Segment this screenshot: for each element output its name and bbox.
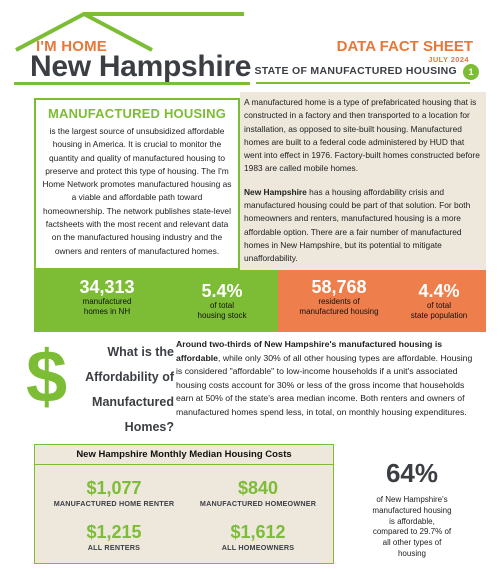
definition-panel: A manufactured home is a type of prefabr…: [240, 92, 486, 270]
affordability-body: , while only 30% of all other housing ty…: [176, 352, 473, 417]
intro-heading: MANUFACTURED HOUSING: [47, 106, 227, 121]
intro-panel: MANUFACTURED HOUSING is the largest sour…: [34, 98, 240, 270]
callout-line: is affordable,: [389, 516, 435, 526]
cost-amount: $840: [237, 478, 279, 498]
crisis-state-name: New Hampshire: [244, 186, 307, 197]
cost-mh-renter: $1,077 MANUFACTURED HOME RENTER: [39, 479, 189, 508]
header: I'M HOME New Hampshire DATA FACT SHEET J…: [0, 0, 501, 90]
cost-mh-homeowner: $840 MANUFACTURED HOMEOWNER: [185, 479, 331, 508]
callout-line: all other types of: [382, 538, 442, 548]
stat-population-share: 4.4% of total state population: [394, 282, 484, 321]
affordability-callout: 64% of New Hampshire's manufactured hous…: [338, 444, 486, 564]
info-section: A manufactured home is a type of prefabr…: [14, 92, 486, 270]
brand-underline: [14, 82, 250, 85]
question-line: What is the: [107, 345, 174, 359]
stat-label: homes in NH: [83, 306, 131, 316]
cost-amount: $1,612: [230, 522, 286, 542]
cost-label: ALL HOMEOWNERS: [221, 543, 295, 552]
cost-label: MANUFACTURED HOMEOWNER: [199, 499, 317, 508]
callout-line: housing: [397, 548, 427, 558]
stat-value: 5.4%: [201, 281, 243, 301]
callout-percent: 64%: [385, 458, 439, 488]
affordability-text: Around two-thirds of New Hampshire's man…: [176, 338, 476, 419]
stats-band: 34,313 manufactured homes in NH 5.4% of …: [14, 270, 486, 332]
stats-orange-panel: 58,768 residents of manufactured housing…: [278, 270, 486, 332]
fact-sheet-subtitle: STATE OF MANUFACTURED HOUSING: [254, 65, 457, 77]
stat-manufactured-homes: 34,313 manufactured homes in NH: [52, 278, 162, 317]
stat-label: manufactured housing: [299, 306, 379, 316]
stats-green-panel: 34,313 manufactured homes in NH 5.4% of …: [34, 270, 278, 332]
stat-residents: 58,768 residents of manufactured housing: [284, 278, 394, 317]
housing-costs-box: New Hampshire Monthly Median Housing Cos…: [34, 444, 334, 564]
cost-all-homeowners: $1,612 ALL HOMEOWNERS: [185, 523, 331, 552]
dollar-sign-icon: $: [26, 335, 68, 418]
stat-value: 34,313: [79, 277, 135, 297]
house-roof-logo-icon: [15, 11, 244, 52]
definition-paragraph: A manufactured home is a type of prefabr…: [244, 97, 480, 174]
crisis-paragraph: New Hampshire has a housing affordabilit…: [244, 186, 480, 266]
header-rule: [256, 82, 470, 84]
affordability-lead: Around two-thirds of New Hampshire's man…: [176, 339, 443, 363]
question-line: Affordability of: [85, 370, 174, 384]
fact-sheet-date: JULY 2024: [428, 55, 469, 64]
page-number-badge: 1: [463, 64, 479, 80]
stat-label: of total: [209, 300, 234, 310]
stat-label: housing stock: [197, 310, 247, 320]
cost-label: MANUFACTURED HOME RENTER: [53, 499, 175, 508]
brand-state-name: New Hampshire: [30, 50, 252, 83]
cost-amount: $1,215: [86, 522, 142, 542]
cost-label: ALL RENTERS: [87, 543, 141, 552]
callout-text: of New Hampshire's manufactured housing …: [338, 495, 486, 560]
cost-amount: $1,077: [86, 478, 142, 498]
crisis-text: has a housing affordability crisis and m…: [244, 186, 471, 264]
fact-sheet-title: DATA FACT SHEET: [336, 38, 473, 55]
stat-housing-stock-share: 5.4% of total housing stock: [174, 282, 270, 321]
stat-label: of total: [426, 300, 451, 310]
affordability-question: What is the Affordability of Manufacture…: [60, 340, 174, 440]
stat-value: 58,768: [311, 277, 367, 297]
stat-label: manufactured: [82, 296, 132, 306]
intro-text: is the largest source of unsubsidized af…: [42, 126, 232, 256]
question-line: Homes?: [124, 420, 174, 434]
callout-line: manufactured housing: [372, 505, 452, 515]
stat-label: residents of: [318, 296, 360, 306]
callout-line: of New Hampshire's: [376, 495, 448, 504]
stat-label: state population: [410, 310, 468, 320]
callout-line: compared to 29.7% of: [372, 527, 452, 537]
question-line: Manufactured: [92, 395, 174, 409]
housing-costs-title: New Hampshire Monthly Median Housing Cos…: [35, 445, 333, 465]
cost-all-renters: $1,215 ALL RENTERS: [39, 523, 189, 552]
brand-tagline: I'M HOME: [36, 38, 107, 55]
stat-value: 4.4%: [418, 281, 460, 301]
